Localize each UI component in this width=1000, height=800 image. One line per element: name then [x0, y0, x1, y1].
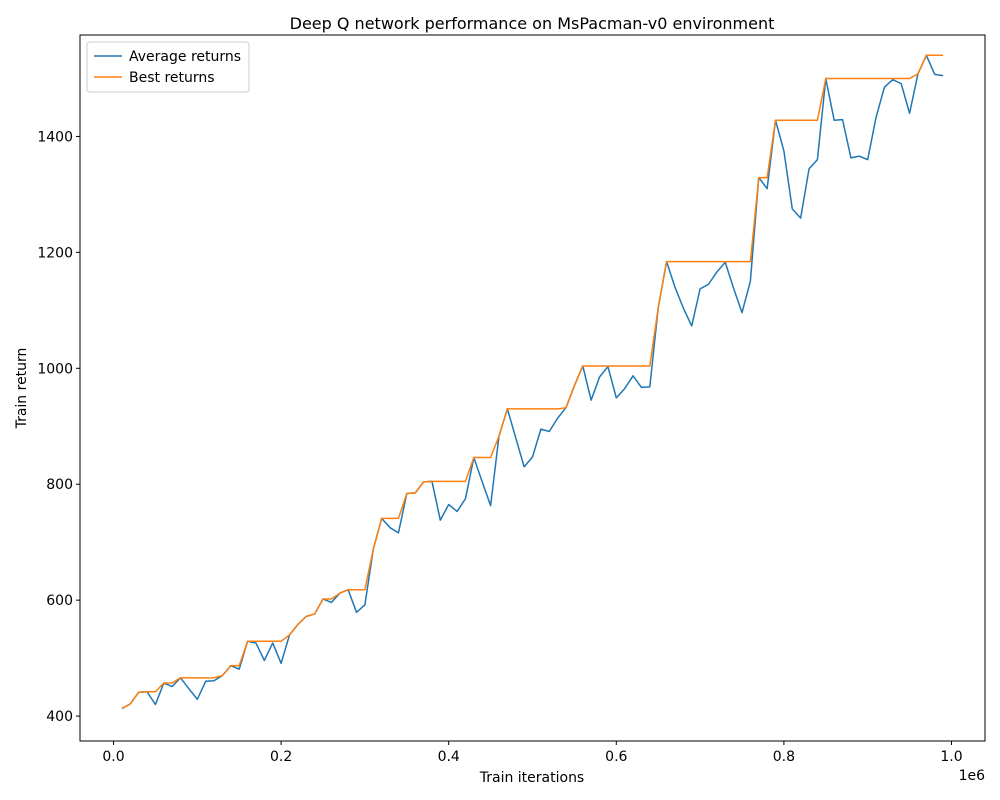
- x-tick-label: 0.4: [438, 749, 460, 765]
- legend-box: [86, 41, 250, 93]
- x-tick-label: 0.8: [773, 749, 795, 765]
- y-axis-label: Train return: [14, 348, 30, 430]
- y-tick-label: 400: [46, 709, 73, 725]
- y-tick-label: 1000: [37, 361, 73, 377]
- plot-area-frame: [79, 34, 986, 742]
- x-axis-offset-label: 1e6: [959, 768, 986, 784]
- chart-title: Deep Q network performance on MsPacman-v…: [290, 14, 775, 33]
- x-tick-label: 0.2: [270, 749, 292, 765]
- y-tick-label: 800: [46, 477, 73, 493]
- series-line-average-returns: [121, 54, 944, 710]
- legend-label-best-returns: Best returns: [129, 70, 215, 86]
- series-line-best-returns: [121, 54, 944, 710]
- legend: Average returns Best returns: [86, 41, 250, 93]
- legend-label-average-returns: Average returns: [129, 49, 241, 65]
- x-axis-label: Train iterations: [479, 770, 584, 786]
- y-tick-label: 1200: [37, 245, 73, 261]
- y-axis-ticks: 400 600 800 1000 1200 1400: [37, 129, 80, 725]
- x-tick-label: 0.6: [605, 749, 627, 765]
- series-layer: [121, 54, 944, 710]
- y-tick-label: 1400: [37, 129, 73, 145]
- x-tick-label: 0.0: [102, 749, 124, 765]
- x-axis-ticks: 0.0 0.2 0.4 0.6 0.8 1.0: [102, 741, 963, 765]
- x-tick-label: 1.0: [940, 749, 962, 765]
- y-tick-label: 600: [46, 593, 73, 609]
